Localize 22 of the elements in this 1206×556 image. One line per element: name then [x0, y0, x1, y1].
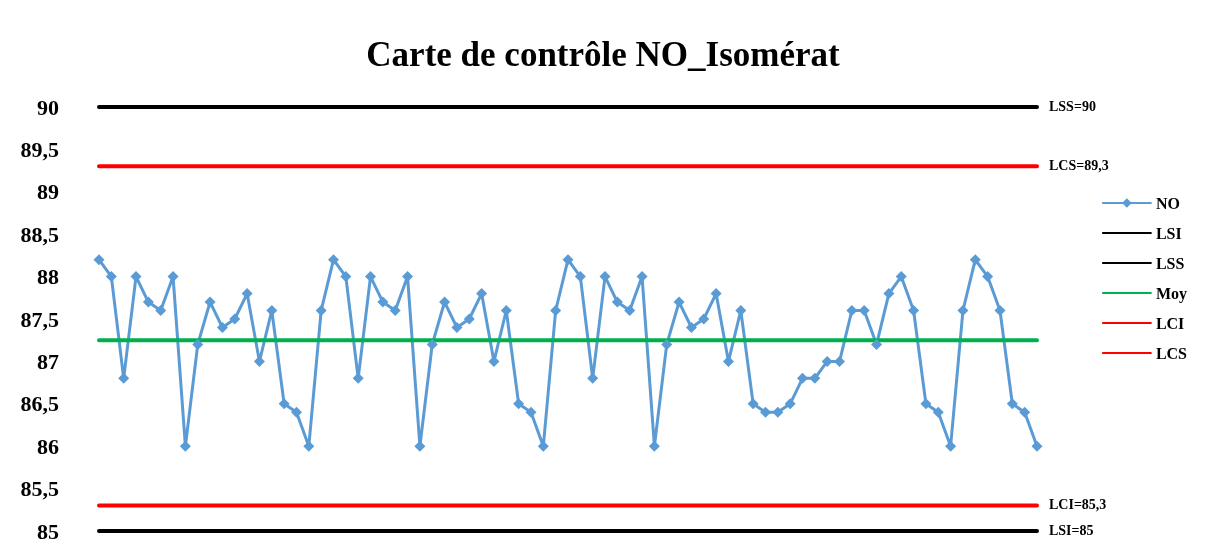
- legend-label: Moy: [1155, 284, 1187, 303]
- y-tick-label: 89,5: [20, 136, 59, 162]
- y-tick-label: 85: [37, 518, 59, 544]
- y-tick-label: 86: [37, 433, 59, 459]
- y-tick-label: 90: [37, 94, 59, 120]
- legend-label: NO: [1155, 194, 1180, 212]
- chart-title: Carte de contrôle NO_Isomérat: [366, 35, 840, 74]
- legend-label: LCS: [1155, 344, 1188, 362]
- text: LSS=90: [1049, 98, 1096, 114]
- text: LCI=85,3: [1049, 497, 1107, 513]
- y-tick-label: 89: [37, 179, 59, 205]
- y-tick-label: 87: [37, 348, 59, 374]
- y-tick-label: 88,5: [20, 221, 59, 247]
- text: LSI=85: [1049, 522, 1094, 538]
- y-tick-label: 85,5: [20, 476, 59, 502]
- y-tick-label: 86,5: [20, 391, 59, 417]
- text: LCS=89,3: [1049, 157, 1109, 173]
- legend-label: LSS: [1155, 254, 1185, 272]
- y-tick-label: 88: [37, 264, 59, 290]
- y-tick-label: 87,5: [20, 306, 59, 332]
- legend-label: LSI: [1155, 224, 1182, 242]
- legend-label: LCI: [1155, 314, 1185, 332]
